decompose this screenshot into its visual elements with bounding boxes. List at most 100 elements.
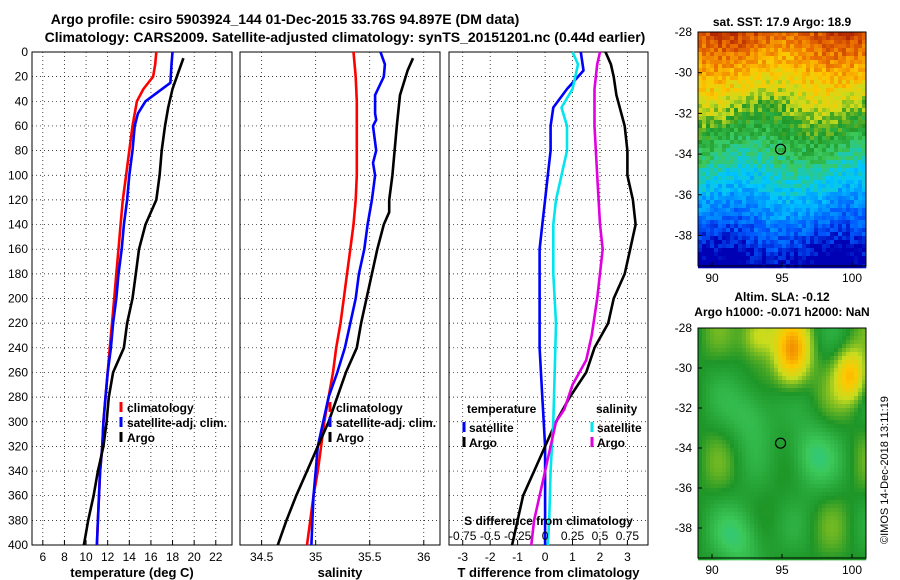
heatmap-cell bbox=[806, 52, 811, 57]
heatmap-cell bbox=[730, 336, 735, 341]
heatmap-cell bbox=[746, 48, 751, 53]
heatmap-cell bbox=[702, 476, 707, 481]
heatmap-cell bbox=[770, 192, 775, 197]
heatmap-cell bbox=[806, 56, 811, 61]
heatmap-cell bbox=[710, 236, 715, 241]
heatmap-cell bbox=[838, 76, 843, 81]
heatmap-cell bbox=[726, 180, 731, 185]
heatmap-cell bbox=[862, 176, 867, 181]
heatmap-cell bbox=[774, 472, 779, 477]
heatmap-cell bbox=[702, 412, 707, 417]
heatmap-cell bbox=[710, 192, 715, 197]
heatmap-cell bbox=[726, 444, 731, 449]
heatmap-cell bbox=[854, 484, 859, 489]
heatmap-cell bbox=[842, 160, 847, 165]
heatmap-cell bbox=[806, 544, 811, 549]
heatmap-cell bbox=[710, 488, 715, 493]
heatmap-cell bbox=[726, 224, 731, 229]
heatmap-cell bbox=[838, 176, 843, 181]
heatmap-cell bbox=[786, 544, 791, 549]
heatmap-cell bbox=[786, 340, 791, 345]
heatmap-cell bbox=[714, 260, 719, 265]
heatmap-cell bbox=[826, 400, 831, 405]
heatmap-cell bbox=[766, 112, 771, 117]
heatmap-cell bbox=[742, 424, 747, 429]
heatmap-cell bbox=[794, 356, 799, 361]
heatmap-cell bbox=[862, 440, 867, 445]
heatmap-cell bbox=[842, 416, 847, 421]
heatmap-cell bbox=[746, 332, 751, 337]
heatmap-cell bbox=[718, 188, 723, 193]
heatmap-cell bbox=[726, 492, 731, 497]
heatmap-cell bbox=[862, 540, 867, 545]
heatmap-cell bbox=[842, 540, 847, 545]
x-tick-label: 18 bbox=[166, 550, 180, 564]
heatmap-cell bbox=[854, 520, 859, 525]
heatmap-cell bbox=[706, 236, 711, 241]
heatmap-cell bbox=[798, 364, 803, 369]
heatmap-cell bbox=[826, 396, 831, 401]
heatmap-cell bbox=[838, 532, 843, 537]
heatmap-cell bbox=[786, 168, 791, 173]
heatmap-cell bbox=[710, 396, 715, 401]
heatmap-cell bbox=[778, 200, 783, 205]
heatmap-cell bbox=[834, 400, 839, 405]
heatmap-cell bbox=[794, 364, 799, 369]
legend-label: Argo bbox=[469, 436, 497, 450]
heatmap-cell bbox=[774, 476, 779, 481]
heatmap-cell bbox=[794, 388, 799, 393]
heatmap-cell bbox=[734, 172, 739, 177]
heatmap-cell bbox=[698, 208, 703, 213]
heatmap-cell bbox=[818, 468, 823, 473]
heatmap-cell bbox=[854, 356, 859, 361]
heatmap-cell bbox=[774, 200, 779, 205]
heatmap-cell bbox=[850, 160, 855, 165]
heatmap-cell bbox=[830, 224, 835, 229]
heatmap-cell bbox=[854, 464, 859, 469]
heatmap-cell bbox=[698, 348, 703, 353]
heatmap-cell bbox=[738, 180, 743, 185]
heatmap-cell bbox=[822, 244, 827, 249]
heatmap-cell bbox=[758, 408, 763, 413]
heatmap-cell bbox=[846, 56, 851, 61]
heatmap-cell bbox=[786, 192, 791, 197]
heatmap-cell bbox=[766, 412, 771, 417]
heatmap-cell bbox=[826, 376, 831, 381]
heatmap-cell bbox=[710, 240, 715, 245]
heatmap-cell bbox=[858, 128, 863, 133]
heatmap-cell bbox=[814, 544, 819, 549]
heatmap-cell bbox=[714, 368, 719, 373]
heatmap-cell bbox=[786, 468, 791, 473]
heatmap-cell bbox=[746, 416, 751, 421]
heatmap-cell bbox=[806, 476, 811, 481]
heatmap-cell bbox=[842, 104, 847, 109]
heatmap-cell bbox=[738, 452, 743, 457]
heatmap-cell bbox=[858, 356, 863, 361]
heatmap-cell bbox=[794, 404, 799, 409]
heatmap-cell bbox=[698, 356, 703, 361]
heatmap-cell bbox=[750, 212, 755, 217]
heatmap-cell bbox=[790, 224, 795, 229]
heatmap-cell bbox=[826, 60, 831, 65]
heatmap-cell bbox=[862, 88, 867, 93]
heatmap-cell bbox=[734, 452, 739, 457]
heatmap-cell bbox=[754, 60, 759, 65]
heatmap-cell bbox=[806, 344, 811, 349]
heatmap-cell bbox=[830, 456, 835, 461]
heatmap-cell bbox=[774, 176, 779, 181]
heatmap-cell bbox=[750, 152, 755, 157]
heatmap-cell bbox=[710, 496, 715, 501]
heatmap-cell bbox=[766, 156, 771, 161]
heatmap-cell bbox=[862, 44, 867, 49]
heatmap-cell bbox=[706, 248, 711, 253]
heatmap-cell bbox=[698, 140, 703, 145]
heatmap-cell bbox=[854, 252, 859, 257]
heatmap-cell bbox=[834, 384, 839, 389]
heatmap-cell bbox=[710, 196, 715, 201]
heatmap-cell bbox=[706, 388, 711, 393]
heatmap-cell bbox=[830, 92, 835, 97]
heatmap-cell bbox=[706, 468, 711, 473]
heatmap-cell bbox=[794, 248, 799, 253]
heatmap-cell bbox=[758, 224, 763, 229]
heatmap-cell bbox=[806, 96, 811, 101]
